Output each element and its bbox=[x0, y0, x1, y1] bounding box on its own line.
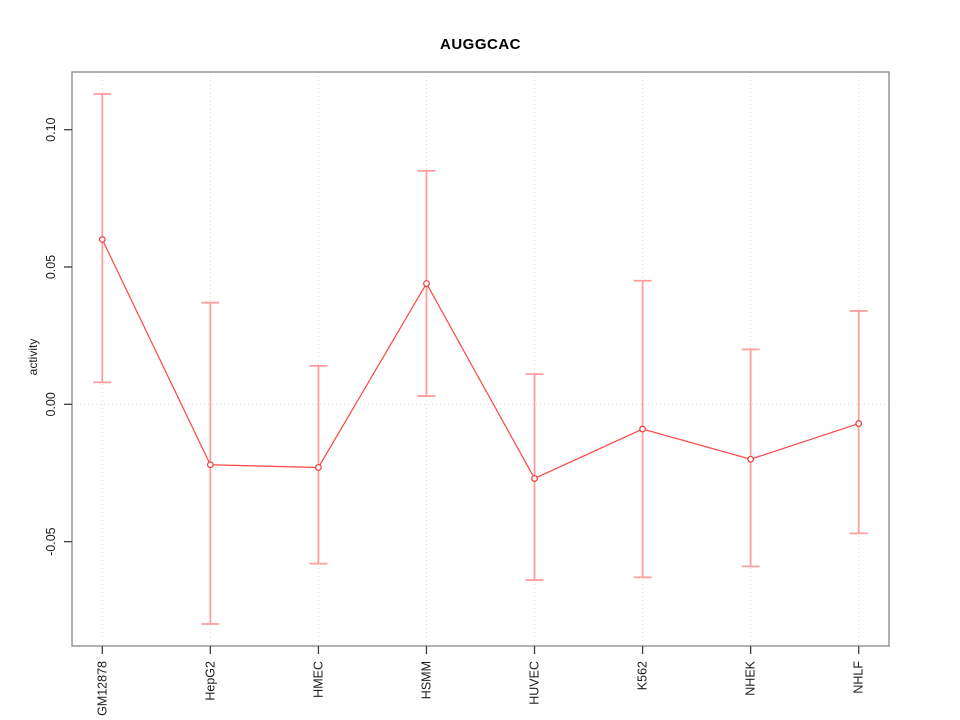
data-point-marker bbox=[315, 464, 322, 471]
data-point-marker bbox=[639, 425, 646, 433]
data-point-marker bbox=[423, 280, 430, 287]
data-point-marker bbox=[531, 475, 538, 482]
y-tick-label: 0.00 bbox=[44, 392, 58, 416]
chart-title: AUGGCAC bbox=[440, 36, 521, 53]
x-tick-label: HUVEC bbox=[528, 661, 542, 705]
data-point-marker bbox=[747, 455, 755, 463]
y-tick-label: -0.05 bbox=[44, 527, 58, 556]
x-tick-label: NHEK bbox=[744, 660, 758, 695]
x-tick-label: HepG2 bbox=[203, 661, 217, 701]
x-tick-label: HMEC bbox=[311, 661, 325, 698]
y-tick-label: 0.05 bbox=[44, 255, 58, 279]
x-tick-label: HSMM bbox=[419, 661, 433, 699]
data-point-marker bbox=[855, 420, 863, 427]
data-point-marker bbox=[206, 461, 214, 469]
y-tick-label: 0.10 bbox=[44, 117, 58, 141]
data-point-marker bbox=[98, 236, 106, 243]
plot-frame bbox=[71, 71, 890, 647]
data-line bbox=[101, 239, 859, 480]
x-tick-label: GM12878 bbox=[95, 661, 109, 716]
x-tick-label: K562 bbox=[636, 661, 650, 690]
x-tick-label: NHLF bbox=[852, 661, 866, 694]
